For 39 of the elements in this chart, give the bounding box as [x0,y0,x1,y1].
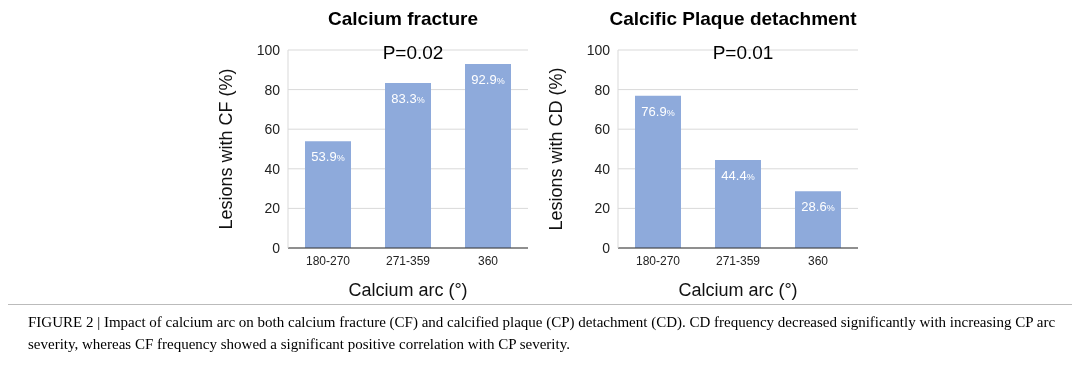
x-tick-label: 271-359 [385,253,431,268]
y-axis-title: Lesions with CF (%) [216,68,237,230]
bar [795,191,841,248]
y-tick-label: 40 [264,160,281,177]
caption: FIGURE 2 | Impact of calcium arc on both calcium fracture (CF) and calcified plaque (CP) detachment (CD). CD frequency decreased significantly with increasing CP arc severity, whereas CF frequency showed a significant positive correlation with CP severity. [8,304,1072,355]
data-label: 53.9% [311,149,345,165]
data-label: 44.4% [721,168,755,184]
y-tick-label: 60 [594,121,611,138]
y-tick-label: 0 [602,239,611,256]
x-tick-label: 360 [807,253,829,268]
x-axis-title: Calcium arc (°) [348,280,468,300]
y-tick-label: 20 [594,200,611,217]
bar [715,160,761,248]
x-tick-label: 271-359 [715,253,761,268]
y-tick-label: 80 [594,81,611,98]
annotation: P=0.01 [711,42,775,64]
data-label: 28.6% [801,199,835,215]
chart-title: Calcific Plaque detachment [608,8,858,31]
data-label: 83.3% [391,91,425,107]
bar [385,83,431,248]
x-tick-label: 360 [477,253,499,268]
chart-title: Calcium fracture [327,8,479,31]
y-tick-label: 0 [272,239,281,256]
bar [465,64,511,248]
y-tick-label: 100 [256,41,281,58]
x-tick-label: 180-270 [305,253,351,268]
data-label: 76.9% [641,103,675,119]
y-tick-label: 20 [264,200,281,217]
annotation: P=0.02 [381,42,445,64]
x-tick-label: 180-270 [635,253,681,268]
y-axis-title: Lesions with CD (%) [546,67,567,231]
x-axis-title: Calcium arc (°) [678,280,798,300]
y-tick-label: 80 [264,81,281,98]
bar [305,141,351,248]
y-tick-label: 40 [594,160,611,177]
y-tick-label: 60 [264,121,281,138]
y-tick-label: 100 [586,41,611,58]
data-label: 92.9% [471,72,505,88]
bar [635,95,681,248]
